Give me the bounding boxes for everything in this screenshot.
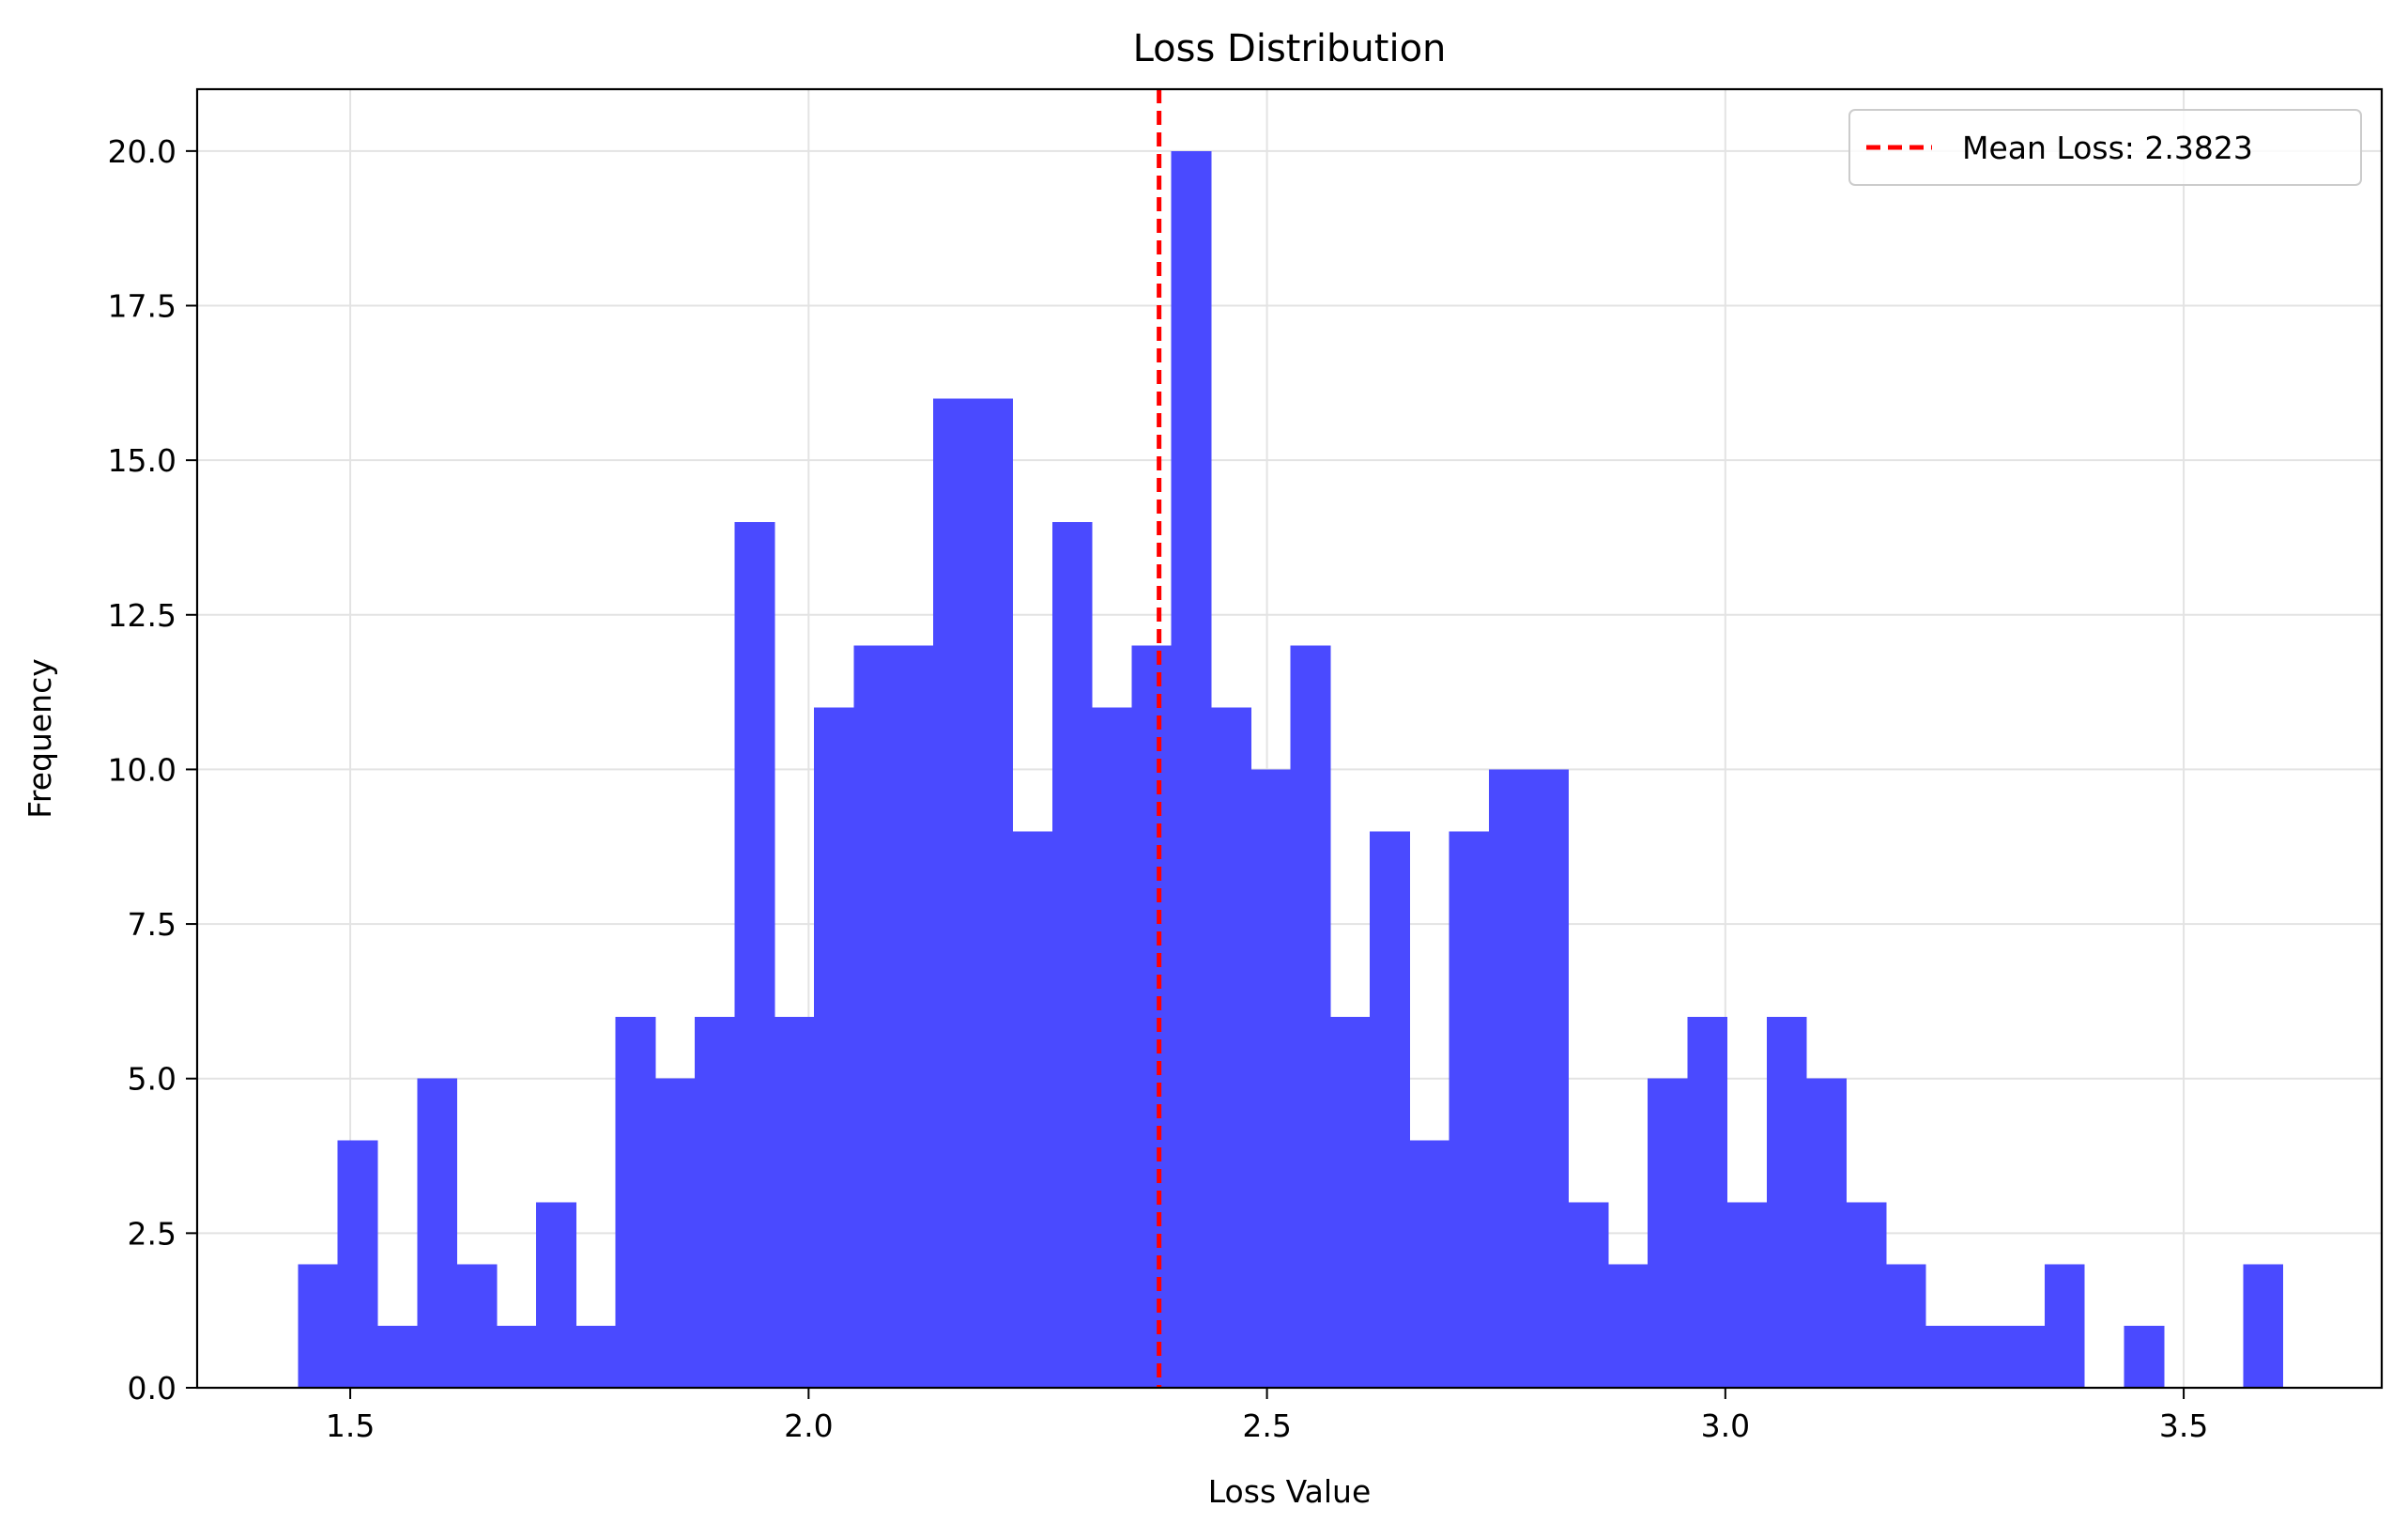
histogram-bar	[1210, 707, 1251, 1388]
histogram-bar	[1648, 1078, 1688, 1388]
x-tick-label: 2.0	[784, 1407, 833, 1444]
y-tick-label: 7.5	[128, 906, 176, 943]
histogram-bar	[2243, 1264, 2284, 1388]
chart-title: Loss Distribution	[1133, 27, 1447, 70]
histogram-bar	[456, 1264, 498, 1388]
histogram-bar	[1885, 1264, 1926, 1388]
histogram-bar	[814, 707, 854, 1388]
histogram-bar	[2004, 1326, 2046, 1388]
histogram-bar	[1131, 645, 1173, 1388]
x-tick-label: 2.5	[1242, 1407, 1291, 1444]
histogram-bar	[1568, 1202, 1609, 1388]
histogram-bar	[1528, 769, 1570, 1388]
histogram-bar	[1409, 1140, 1450, 1388]
x-axis-ticks: 1.5 2.0 2.5 3.0 3.5	[326, 1388, 2208, 1444]
histogram-bar	[1607, 1264, 1649, 1388]
x-axis-title: Loss Value	[1208, 1473, 1372, 1510]
histogram-bar	[2044, 1264, 2085, 1388]
legend-mean-loss-label: Mean Loss: 2.3823	[1962, 130, 2253, 166]
histogram-bar	[1846, 1202, 1887, 1388]
histogram-bar	[2124, 1326, 2165, 1388]
histogram-bar	[1051, 522, 1093, 1388]
x-tick-label: 3.5	[2159, 1407, 2208, 1444]
histogram-bar	[973, 398, 1014, 1389]
histogram-bar	[1250, 769, 1292, 1388]
histogram-bar	[1370, 831, 1410, 1388]
histogram-bar	[496, 1326, 537, 1388]
histogram-bar	[734, 522, 775, 1388]
histogram-bar	[536, 1202, 576, 1388]
y-tick-label: 2.5	[128, 1215, 176, 1252]
y-axis-ticks: 0.0 2.5 5.0 7.5 10.0 12.5 15.0 17.5 20.0	[108, 133, 197, 1407]
histogram-bar	[774, 1016, 815, 1388]
histogram-bar	[1290, 645, 1331, 1388]
histogram-bar	[376, 1326, 418, 1388]
y-tick-label: 0.0	[128, 1370, 176, 1407]
histogram-bar	[1012, 831, 1053, 1388]
histogram-bar	[575, 1326, 617, 1388]
y-tick-label: 15.0	[108, 442, 176, 479]
y-axis-title: Frequency	[22, 658, 58, 818]
histogram-bars	[298, 150, 2284, 1389]
histogram-bar	[615, 1016, 656, 1388]
y-tick-label: 5.0	[128, 1061, 176, 1098]
legend-box	[1848, 109, 2362, 186]
y-tick-label: 20.0	[108, 133, 176, 170]
histogram-bar	[1488, 769, 1529, 1388]
x-tick-label: 1.5	[326, 1407, 375, 1444]
histogram-bar	[695, 1016, 736, 1388]
histogram-bar	[1806, 1078, 1848, 1388]
histogram-bar	[1925, 1326, 1966, 1388]
histogram-bar	[298, 1264, 339, 1388]
histogram-bar	[853, 645, 895, 1388]
legend: Mean Loss: 2.3823	[1848, 109, 2362, 186]
histogram-bar	[1092, 707, 1132, 1388]
histogram-bar	[337, 1140, 378, 1388]
histogram-bar	[654, 1078, 696, 1388]
histogram-bar	[1766, 1016, 1807, 1388]
histogram-bar	[1726, 1202, 1768, 1388]
histogram-bar	[1449, 831, 1490, 1388]
plot-frame	[195, 87, 2384, 1390]
y-tick-label: 10.0	[108, 751, 176, 788]
x-tick-label: 3.0	[1701, 1407, 1750, 1444]
histogram-bar	[932, 398, 974, 1389]
histogram-bar	[1687, 1016, 1728, 1388]
histogram-bar	[1171, 150, 1212, 1388]
histogram-bar	[893, 645, 934, 1388]
histogram-bar	[1965, 1326, 2006, 1388]
y-tick-label: 12.5	[108, 597, 176, 634]
histogram-bar	[1329, 1016, 1371, 1388]
histogram-bar	[417, 1078, 458, 1388]
y-tick-label: 17.5	[108, 288, 176, 325]
